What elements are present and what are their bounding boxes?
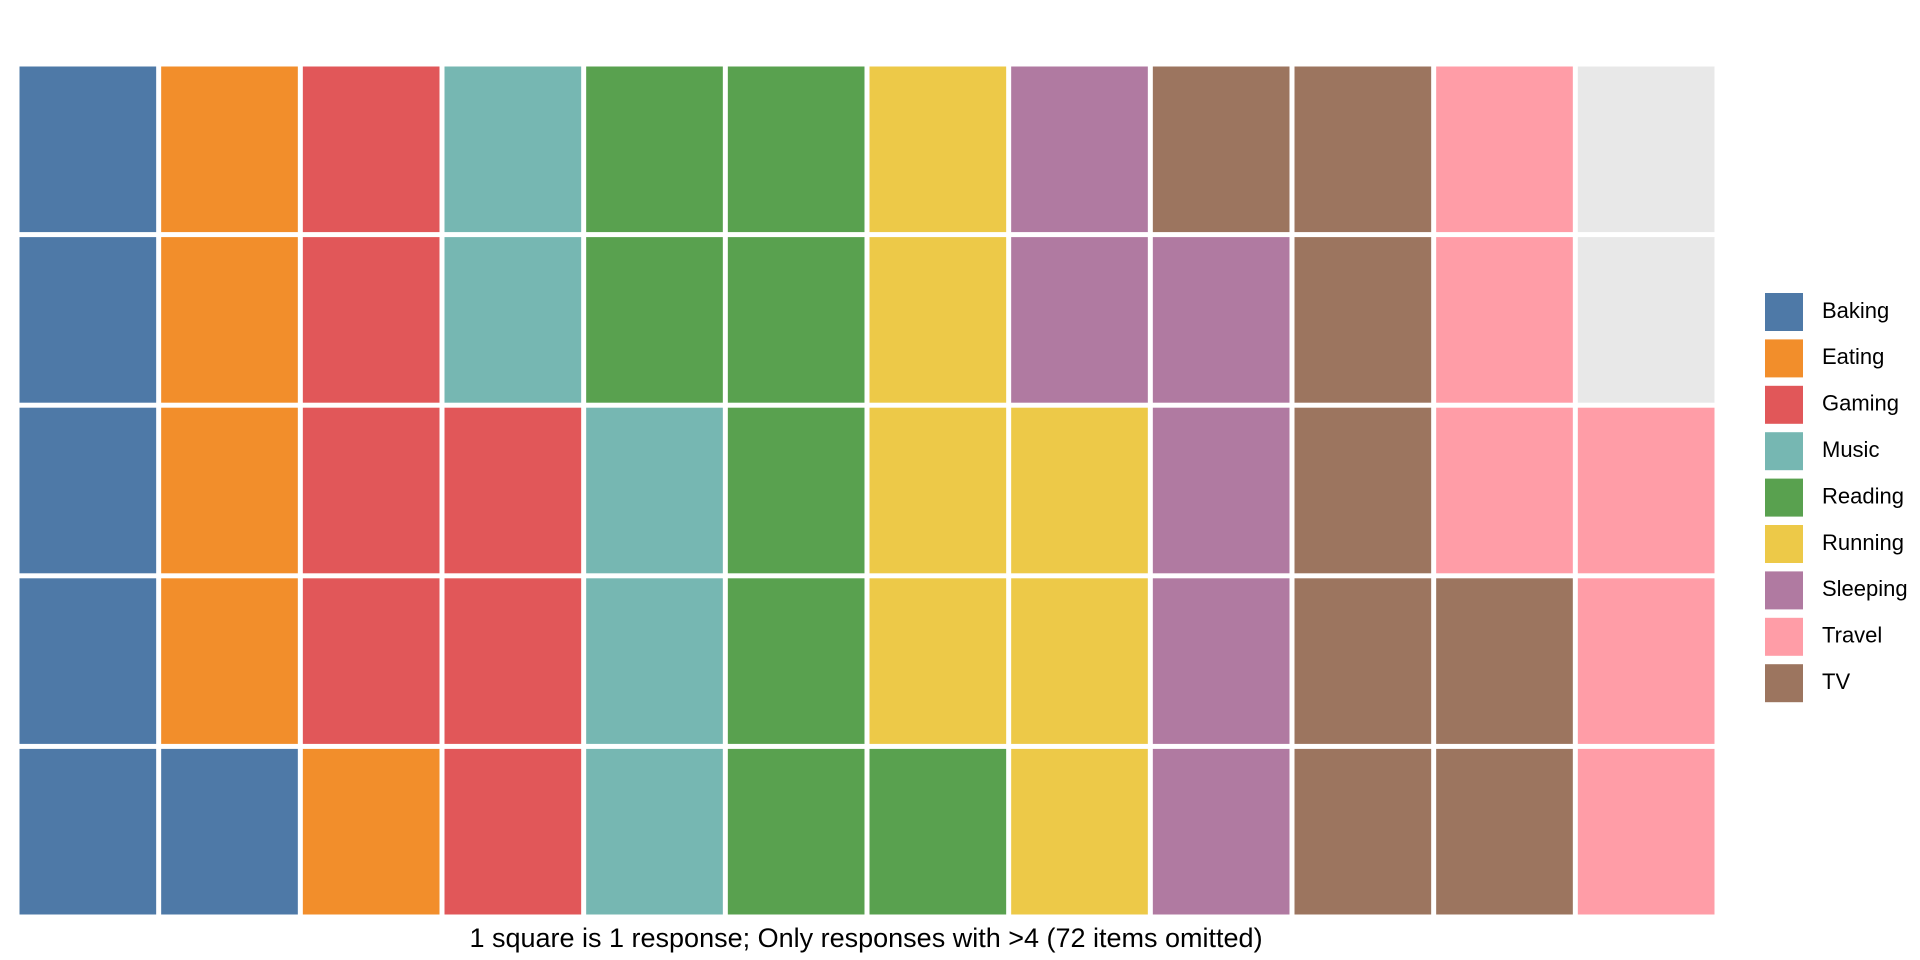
- waffle-square: [161, 237, 298, 403]
- waffle-square: [161, 578, 298, 744]
- waffle-square: [1011, 66, 1148, 233]
- waffle-square: [1152, 66, 1290, 233]
- waffle-square: [444, 66, 582, 233]
- waffle-square: [1436, 578, 1573, 744]
- legend-key: [1763, 430, 1805, 473]
- waffle-square: [586, 237, 723, 403]
- waffle-square: [1436, 748, 1573, 915]
- legend-key: [1763, 523, 1805, 565]
- waffle-square: [1011, 578, 1148, 744]
- waffle-square: [302, 407, 440, 574]
- waffle-square: [19, 407, 157, 574]
- waffle-square: [1152, 237, 1290, 403]
- waffle-square: [302, 578, 440, 744]
- legend-key: [1763, 615, 1805, 658]
- waffle-square: [727, 66, 865, 233]
- empty-square: [1577, 66, 1715, 233]
- waffle-square: [869, 407, 1007, 574]
- waffle-square: [1294, 237, 1432, 403]
- waffle-square: [444, 407, 582, 574]
- waffle-square: [19, 578, 157, 744]
- waffle-square: [1294, 748, 1432, 915]
- waffle-square: [302, 748, 440, 915]
- legend-key: [1763, 291, 1805, 333]
- waffle-square: [19, 66, 157, 233]
- waffle-square: [586, 66, 723, 233]
- waffle-square: [727, 237, 865, 403]
- waffle-square: [161, 66, 298, 233]
- waffle-square: [302, 237, 440, 403]
- legend-key: [1763, 383, 1805, 426]
- waffle-square: [1011, 237, 1148, 403]
- legend-label: Travel: [1822, 623, 1882, 648]
- waffle-square: [1011, 407, 1148, 574]
- waffle-square: [1436, 237, 1573, 403]
- waffle-square: [1152, 748, 1290, 915]
- waffle-square: [727, 748, 865, 915]
- legend-label: Sleeping: [1822, 576, 1908, 601]
- waffle-square: [1436, 66, 1573, 233]
- waffle-square: [869, 748, 1007, 915]
- waffle-square: [302, 66, 440, 233]
- legend-key: [1763, 337, 1805, 380]
- waffle-square: [1294, 407, 1432, 574]
- waffle-square: [869, 578, 1007, 744]
- waffle-square: [161, 748, 298, 915]
- legend-label: Gaming: [1822, 391, 1899, 416]
- empty-square: [1577, 237, 1715, 403]
- legend-label: TV: [1822, 669, 1850, 694]
- legend-label: Eating: [1822, 344, 1884, 369]
- waffle-square: [586, 748, 723, 915]
- waffle-square: [1152, 407, 1290, 574]
- waffle-square: [444, 748, 582, 915]
- waffle-square: [1577, 578, 1715, 744]
- waffle-square: [444, 237, 582, 403]
- waffle-square: [1577, 407, 1715, 574]
- legend-key: [1763, 476, 1805, 519]
- waffle-square: [586, 407, 723, 574]
- waffle-square: [586, 578, 723, 744]
- waffle-square: [869, 237, 1007, 403]
- waffle-square: [161, 407, 298, 574]
- waffle-square: [444, 578, 582, 744]
- waffle-square: [1436, 407, 1573, 574]
- waffle-square: [19, 237, 157, 403]
- legend-key: [1763, 569, 1805, 612]
- waffle-square: [1152, 578, 1290, 744]
- legend-label: Music: [1822, 437, 1879, 462]
- waffle-square: [727, 407, 865, 574]
- waffle-square: [1294, 66, 1432, 233]
- caption: 1 square is 1 response; Only responses w…: [469, 923, 1262, 953]
- legend-label: Reading: [1822, 483, 1904, 508]
- legend-key: [1763, 662, 1805, 705]
- waffle-square: [1577, 748, 1715, 915]
- waffle-square: [727, 578, 865, 744]
- waffle-square: [1294, 578, 1432, 744]
- waffle-square: [869, 66, 1007, 233]
- legend-label: Running: [1822, 530, 1904, 555]
- waffle-square: [19, 748, 157, 915]
- waffle-square: [1011, 748, 1148, 915]
- legend-label: Baking: [1822, 298, 1889, 323]
